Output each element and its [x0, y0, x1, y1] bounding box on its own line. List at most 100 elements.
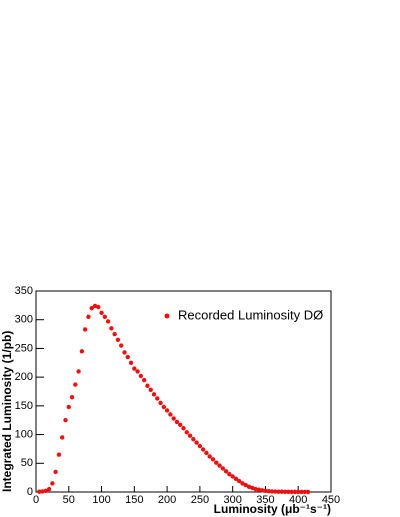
- data-point: [237, 478, 242, 484]
- y-tick-label: 50: [21, 457, 33, 469]
- data-point: [66, 404, 71, 410]
- y-tick-label: 300: [15, 314, 33, 326]
- data-point: [151, 392, 157, 397]
- data-point: [263, 488, 268, 494]
- data-point: [230, 474, 235, 479]
- data-point: [168, 412, 173, 417]
- data-point: [37, 489, 42, 494]
- data-point: [148, 387, 153, 392]
- data-point: [76, 369, 81, 374]
- data-point: [184, 430, 189, 435]
- plot-frame: [35, 290, 332, 493]
- x-tick-label: 100: [92, 494, 110, 506]
- x-tick-label: 450: [322, 494, 340, 506]
- data-point: [194, 440, 199, 445]
- x-tick-label: 0: [33, 494, 39, 506]
- data-point: [214, 460, 219, 465]
- data-point: [171, 416, 176, 421]
- data-point: [138, 373, 144, 379]
- data-point: [305, 489, 311, 495]
- data-point: [266, 488, 271, 494]
- data-point: [60, 435, 65, 440]
- data-point: [96, 304, 101, 310]
- data-point: [269, 489, 275, 494]
- data-point: [99, 310, 104, 316]
- data-point: [128, 360, 134, 365]
- data-point: [273, 489, 278, 494]
- data-point: [161, 404, 167, 410]
- data-point: [187, 433, 193, 438]
- data-point: [302, 489, 307, 495]
- y-tick-label: 250: [15, 342, 33, 354]
- data-point: [63, 418, 68, 423]
- x-tick-label: 200: [158, 494, 176, 506]
- x-tick-label: 300: [223, 494, 241, 506]
- data-point: [125, 354, 130, 360]
- data-point: [292, 489, 298, 495]
- data-point: [122, 350, 127, 355]
- data-point: [119, 343, 124, 348]
- data-point: [115, 337, 121, 343]
- x-tick-label: 400: [289, 494, 307, 506]
- data-point: [40, 489, 45, 494]
- y-tick-label: 0: [27, 486, 33, 498]
- data-point: [86, 314, 91, 320]
- data-point: [299, 489, 304, 495]
- data-point: [256, 487, 262, 492]
- data-point: [174, 419, 180, 425]
- data-point: [102, 314, 108, 320]
- data-point: [79, 349, 85, 354]
- data-point: [50, 481, 55, 486]
- data-point: [259, 488, 265, 493]
- data-point: [89, 306, 94, 311]
- data-point: [82, 327, 88, 332]
- data-point: [178, 422, 183, 428]
- data-point: [286, 489, 291, 495]
- x-tick-label: 150: [125, 494, 143, 506]
- data-point: [155, 396, 160, 401]
- data-point: [46, 486, 52, 492]
- data-point: [210, 457, 216, 462]
- legend-text: Recorded Luminosity DØ: [178, 307, 323, 322]
- y-axis-title: Integrated Luminosity (1/pb): [0, 331, 14, 492]
- data-point: [289, 489, 294, 495]
- data-point: [217, 463, 222, 468]
- x-tick-label: 250: [191, 494, 209, 506]
- data-point: [233, 476, 239, 481]
- data-point: [253, 486, 258, 492]
- data-point: [181, 426, 186, 431]
- data-point: [227, 471, 232, 477]
- legend-marker: [164, 313, 170, 319]
- data-point: [105, 319, 111, 324]
- data-point: [141, 377, 147, 383]
- data-point: [109, 326, 114, 331]
- data-point: [43, 488, 49, 494]
- data-point: [204, 450, 209, 456]
- x-tick-label: 350: [256, 494, 274, 506]
- data-point: [279, 489, 285, 494]
- data-point: [53, 469, 58, 475]
- data-point: [296, 489, 301, 495]
- data-point: [56, 452, 62, 457]
- data-point: [135, 369, 140, 374]
- data-point: [158, 400, 163, 406]
- data-point: [164, 408, 170, 413]
- data-point: [132, 366, 137, 371]
- data-point: [276, 489, 281, 494]
- data-point: [73, 382, 78, 387]
- y-tick-label: 350: [15, 285, 33, 297]
- data-point: [223, 469, 229, 474]
- data-point: [207, 454, 212, 459]
- data-point: [200, 447, 206, 452]
- data-point: [240, 481, 245, 486]
- data-point: [69, 395, 75, 400]
- y-tick-label: 200: [15, 371, 33, 383]
- data-point: [282, 489, 288, 494]
- data-point: [197, 443, 203, 449]
- data-point: [191, 436, 196, 442]
- data-point: [243, 482, 248, 488]
- x-axis-title: Luminosity (μb⁻¹s⁻¹): [214, 502, 331, 516]
- y-tick-label: 100: [15, 428, 33, 440]
- data-point: [112, 331, 117, 337]
